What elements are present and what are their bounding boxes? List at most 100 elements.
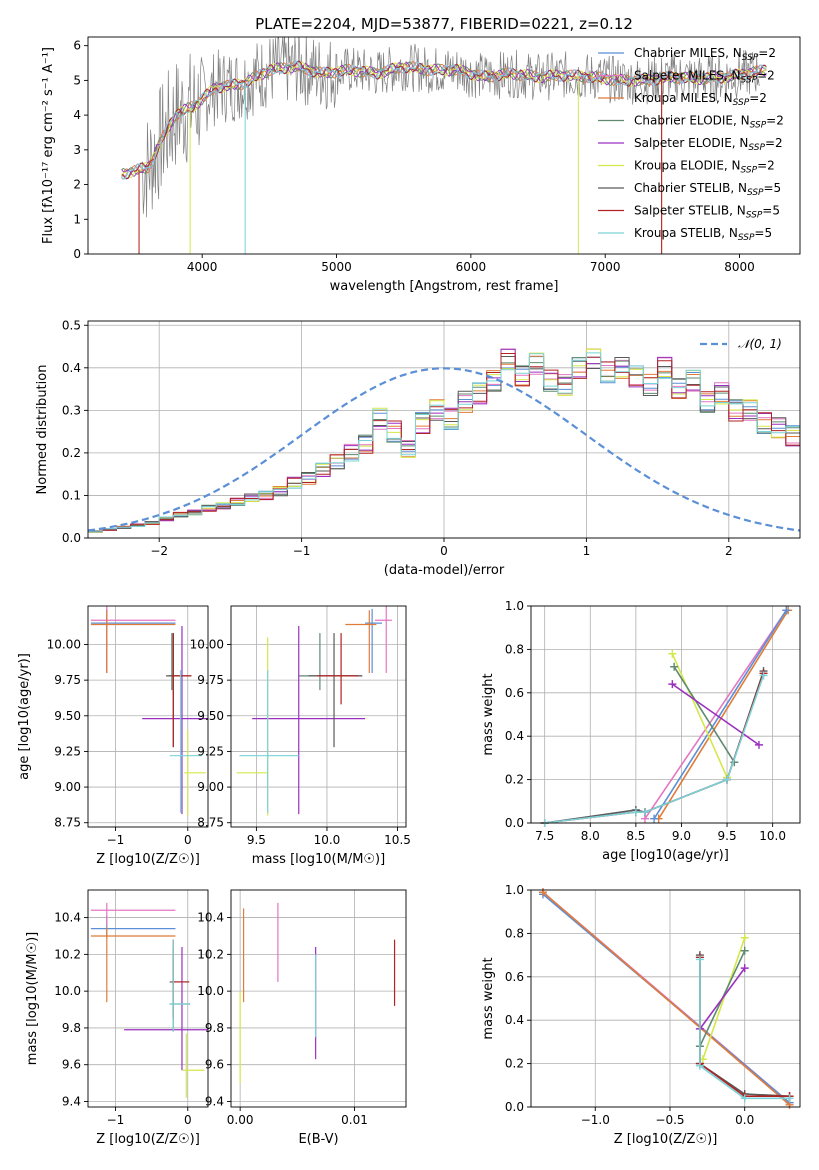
y-tick-label: 10.0 bbox=[54, 984, 81, 998]
legend-subscript: SSP bbox=[746, 211, 763, 221]
legend-value: =5 bbox=[764, 181, 782, 195]
legend-value: =5 bbox=[762, 204, 780, 218]
x-tick-label: 6000 bbox=[456, 260, 487, 274]
legend-text: Kroupa ELODIE, N bbox=[634, 159, 741, 173]
axes-frame bbox=[530, 605, 801, 824]
legend-label: Kroupa STELIB, NSSP=5 bbox=[634, 226, 772, 243]
weight-marker bbox=[670, 662, 679, 671]
weight-marker bbox=[759, 671, 768, 680]
weight-marker bbox=[723, 775, 732, 784]
y-tick-label: 0.6 bbox=[505, 970, 524, 984]
y-tick-label: 4 bbox=[73, 108, 81, 122]
histogram-chabrier-stelib bbox=[88, 356, 800, 532]
y-tick-label: 0.5 bbox=[62, 318, 81, 332]
x-axis-label: Z [log10(Z/Z☉)] bbox=[96, 1132, 200, 1147]
y-tick-label: 0.2 bbox=[505, 773, 524, 787]
x-tick-label: −1 bbox=[293, 544, 311, 558]
model-spectrum-salpeter-elodie bbox=[121, 61, 767, 177]
legend-value: =2 bbox=[758, 46, 776, 60]
y-tick-label: 9.25 bbox=[54, 744, 81, 758]
legend-label: Kroupa ELODIE, NSSP=2 bbox=[634, 159, 775, 176]
y-tick-label: 10.0 bbox=[197, 984, 224, 998]
y-tick-label: 6 bbox=[73, 39, 81, 53]
x-tick-label: 0 bbox=[440, 544, 448, 558]
y-tick-label: 10.4 bbox=[54, 911, 81, 925]
x-tick-label: 10.0 bbox=[314, 833, 341, 847]
axes-frame bbox=[87, 36, 801, 255]
x-tick-label: 0 bbox=[184, 833, 192, 847]
y-tick-label: 10.2 bbox=[197, 947, 224, 961]
y-tick-label: 0.8 bbox=[505, 642, 524, 656]
legend-value: =2 bbox=[766, 114, 784, 128]
y-tick-label: 0.0 bbox=[62, 531, 81, 545]
y-tick-label: 9.8 bbox=[205, 1021, 224, 1035]
histogram-salpeter-stelib bbox=[88, 353, 800, 533]
legend-subscript: SSP bbox=[748, 143, 765, 153]
x-tick-label: 4000 bbox=[187, 260, 218, 274]
legend-text: Salpeter ELODIE, N bbox=[634, 136, 748, 150]
x-tick-label: 10.5 bbox=[384, 833, 411, 847]
legend-text: Chabrier MILES, N bbox=[634, 46, 742, 60]
model-spectrum-kroupa-stelib bbox=[121, 60, 767, 180]
weight-marker bbox=[740, 1094, 749, 1103]
legend-label: Chabrier ELODIE, NSSP=2 bbox=[634, 114, 784, 131]
legend-text: Salpeter STELIB, N bbox=[634, 204, 746, 218]
y-tick-label: 10.00 bbox=[190, 637, 224, 651]
histogram-chabrier-miles bbox=[88, 356, 800, 533]
legend-subscript: SSP bbox=[741, 166, 758, 176]
panel-age-vs-mass: 9.5 10.0 10.5 8.75 9.00 9.25 9.50 9.75 10.00 mass… bbox=[190, 605, 411, 867]
legend-value: =2 bbox=[765, 136, 783, 150]
weight-marker bbox=[650, 814, 659, 823]
histogram-kroupa-stelib bbox=[88, 352, 800, 533]
legend-subscript: SSP bbox=[733, 98, 750, 108]
legend-label: Chabrier MILES, NSSP=2 bbox=[634, 46, 776, 63]
weight-marker bbox=[740, 946, 749, 955]
legend-subscript: SSP bbox=[742, 53, 759, 63]
y-tick-label: 0.3 bbox=[62, 403, 81, 417]
y-tick-label: 0 bbox=[73, 247, 81, 261]
weight-line-kroupa-miles bbox=[658, 609, 789, 820]
y-tick-label: 0.4 bbox=[505, 1013, 524, 1027]
y-tick-label: 9.25 bbox=[197, 744, 224, 758]
y-tick-label: 10.00 bbox=[47, 637, 81, 651]
y-axis-label: mass [log10(M/M☉)] bbox=[25, 932, 40, 1065]
legend-subscript: SSP bbox=[741, 76, 758, 86]
x-axis-label: Z [log10(Z/Z☉)] bbox=[614, 1132, 718, 1147]
weight-marker bbox=[754, 740, 763, 749]
panel-residuals: −2 −1 0 1 2 0.0 0.1 0.2 0.3 0.4 0.5 (data-model)/er… bbox=[35, 318, 801, 578]
legend-label: Salpeter MILES, NSSP=2 bbox=[634, 69, 775, 86]
y-tick-label: 9.75 bbox=[54, 673, 81, 687]
y-axis-label: mass weight bbox=[481, 673, 496, 755]
y-tick-label: 8.75 bbox=[54, 816, 81, 830]
axes-frame bbox=[87, 605, 209, 828]
weight-line-kroupa-stelib bbox=[699, 959, 790, 1100]
axes-frame bbox=[230, 605, 407, 828]
weight-line-salpeter-elodie bbox=[671, 683, 760, 746]
histogram-kroupa-miles bbox=[88, 348, 800, 533]
y-tick-label: 0.6 bbox=[505, 686, 524, 700]
x-tick-label: 5000 bbox=[321, 260, 352, 274]
y-tick-label: 1.0 bbox=[505, 883, 524, 897]
weight-marker bbox=[740, 964, 749, 973]
weight-marker bbox=[640, 808, 649, 817]
weight-line-kroupa-elodie bbox=[702, 937, 746, 1060]
y-tick-label: 9.00 bbox=[54, 780, 81, 794]
x-axis-label: mass [log10(M/M☉)] bbox=[252, 852, 385, 867]
y-tick-label: 1.0 bbox=[505, 599, 524, 613]
weight-marker bbox=[782, 606, 791, 615]
legend-label: 𝒩(0, 1) bbox=[738, 337, 782, 351]
x-axis-label: wavelength [Angstrom, rest frame] bbox=[330, 279, 559, 294]
legend-text: Chabrier ELODIE, N bbox=[634, 114, 750, 128]
weight-marker bbox=[668, 680, 677, 689]
x-tick-label: −1 bbox=[107, 833, 125, 847]
weight-line-chabrier-elodie bbox=[673, 666, 735, 763]
y-axis-label: Normed distribution bbox=[35, 365, 50, 495]
x-tick-label: 9.5 bbox=[718, 829, 737, 843]
y-tick-label: 9.00 bbox=[197, 780, 224, 794]
x-tick-label: −1 bbox=[107, 1113, 125, 1127]
y-tick-label: 9.4 bbox=[205, 1094, 224, 1108]
weight-marker bbox=[740, 933, 749, 942]
legend-value: =2 bbox=[749, 91, 767, 105]
y-tick-label: 9.6 bbox=[205, 1058, 224, 1072]
